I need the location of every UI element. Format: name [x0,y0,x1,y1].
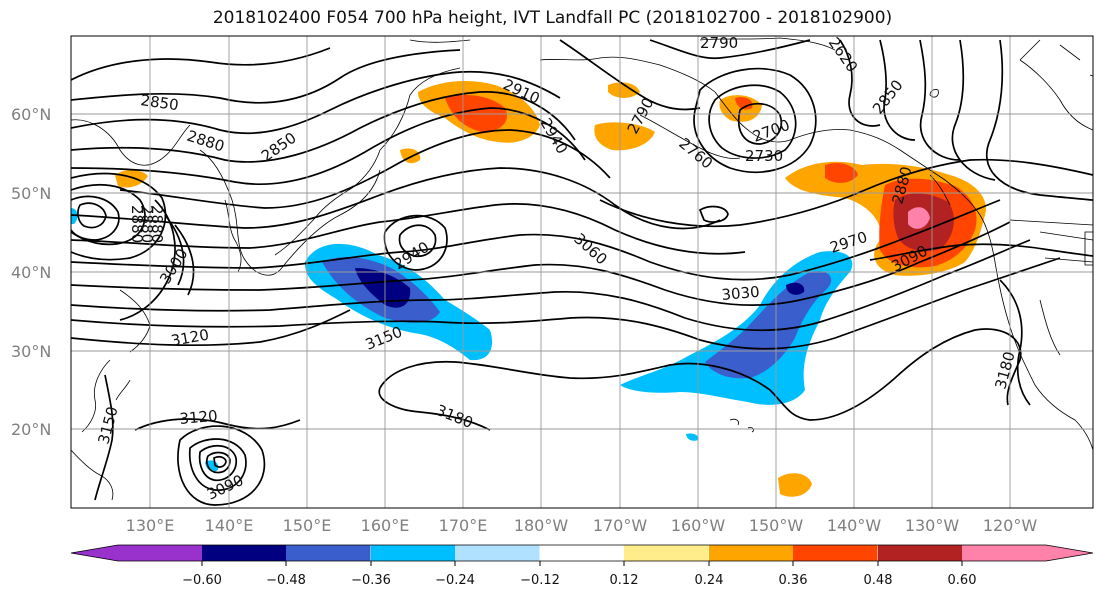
contour-label: 3030 [721,283,761,304]
colorbar-tick-label: 0.12 [610,573,639,588]
colorbar-tick-label: −0.12 [520,573,560,588]
map-title: 2018102400 F054 700 hPa height, IVT Land… [212,8,893,28]
colorbar-tick-label: −0.48 [266,573,306,588]
colorbar-segment [455,545,540,561]
map-frame [70,35,1094,509]
contour-label: 2880 [128,205,146,243]
colorbar-segment [118,545,203,561]
lat-label: 30°N [11,342,51,361]
contour-label: 2790 [700,34,738,52]
contour-label: 3120 [179,407,219,428]
lon-label: 140°E [205,516,254,535]
lon-label: 130°E [126,516,175,535]
colorbar-segment [624,545,709,561]
ivt-shading [71,80,986,497]
colorbar-segment [202,545,287,561]
colorbar-tick-label: −0.60 [182,573,222,588]
lon-labels: 130°E 140°E 150°E 160°E 170°E 180°W 170°… [126,516,1038,535]
lon-label: 170°E [439,516,488,535]
colorbar-extend-high [1046,545,1093,561]
colorbar-tick-label: 0.36 [779,573,808,588]
colorbar-tick-label: −0.24 [435,573,475,588]
lon-label: 120°W [983,516,1038,535]
lon-label: 140°W [827,516,882,535]
colorbar-extend-low [71,545,118,561]
lon-label: 150°E [283,516,332,535]
lon-label: 160°W [671,516,726,535]
gridlines [71,36,1093,508]
lat-label: 40°N [11,263,51,282]
contour-label: 2730 [745,147,783,165]
colorbar-tick-label: 0.48 [864,573,893,588]
lon-label: 170°W [593,516,648,535]
colorbar-segment [540,545,625,561]
coastlines [71,37,1093,501]
contour-label: 2880 [138,205,156,243]
lat-label: 60°N [11,105,51,124]
lon-label: 130°W [905,516,960,535]
contour-label: 2850 [139,91,179,114]
colorbar-segment [793,545,878,561]
colorbar-segment [286,545,371,561]
contour-label: 2880 [148,205,166,243]
colorbar-segment [371,545,456,561]
colorbar-segment [878,545,963,561]
colorbar-tick-label: −0.36 [351,573,391,588]
colorbar-segment [709,545,794,561]
lon-label: 150°W [749,516,804,535]
lat-label: 20°N [11,420,51,439]
colorbar-tick-label: 0.24 [695,573,724,588]
lat-labels: 60°N 50°N 40°N 30°N 20°N [11,105,51,439]
height-contours [71,39,1093,506]
colorbar: −0.60 −0.48 −0.36 −0.24 −0.12 0.12 0.24 … [70,544,1094,588]
lon-label: 180°W [514,516,569,535]
lat-label: 50°N [11,184,51,203]
colorbar-tick-label: 0.60 [948,573,977,588]
colorbar-segment [962,545,1047,561]
lon-label: 160°E [361,516,410,535]
